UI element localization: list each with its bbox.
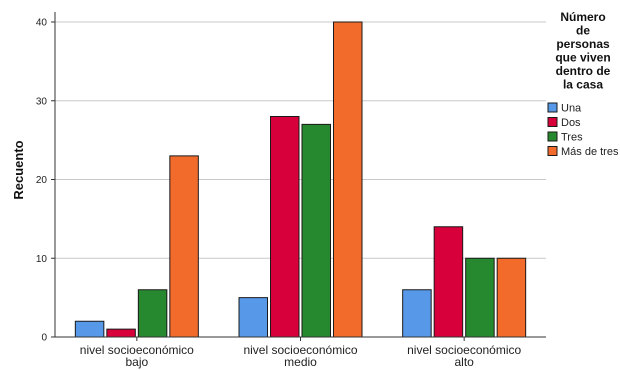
legend-title: la casa [563,78,603,92]
legend-title: que viven [555,51,610,65]
bar-tres [137,289,168,338]
y-tick-label: 10 [36,254,48,265]
gridlines [55,21,546,259]
legend-title: dentro de [556,64,611,78]
legend-title: Número [560,10,605,24]
bar-más-de-tres [333,21,363,338]
bar-dos [106,328,136,338]
y-tick-label: 0 [41,333,47,344]
y-axis-label: Recuento [11,140,26,199]
bar-una [238,297,268,338]
legend-swatch [547,146,558,156]
x-category-label: medio [284,355,317,369]
x-category-label: bajo [125,355,148,369]
legend-swatch [547,102,558,113]
y-tick-label: 40 [36,18,48,29]
bar-más-de-tres [496,257,527,338]
legend-label: Tres [561,132,583,144]
legend-title: personas [556,37,610,51]
bar-una [402,289,432,338]
y-tick-label: 20 [36,175,48,186]
legend-title: de [576,24,590,38]
x-category-label: nivel socioeconómico [80,343,194,357]
bar-más-de-tres [169,155,199,338]
y-tick-label: 30 [36,96,48,107]
y-tick-labels: 0 10 20 30 40 [36,18,55,344]
legend-swatch [547,117,558,127]
legend-swatch [547,131,558,142]
x-category-label: nivel socioeconómico [407,343,521,357]
bar-dos [270,116,300,338]
bars [74,21,527,338]
bar-tres [465,257,495,338]
bar-dos [433,226,464,338]
bar-una [74,320,105,338]
x-category-label: nivel socioeconómico [243,343,357,357]
legend-label: Dos [561,117,581,129]
legend-label: Una [561,103,582,115]
bar-tres [301,123,331,338]
x-category-label: alto [454,355,474,369]
legend-label: Más de tres [561,146,619,158]
